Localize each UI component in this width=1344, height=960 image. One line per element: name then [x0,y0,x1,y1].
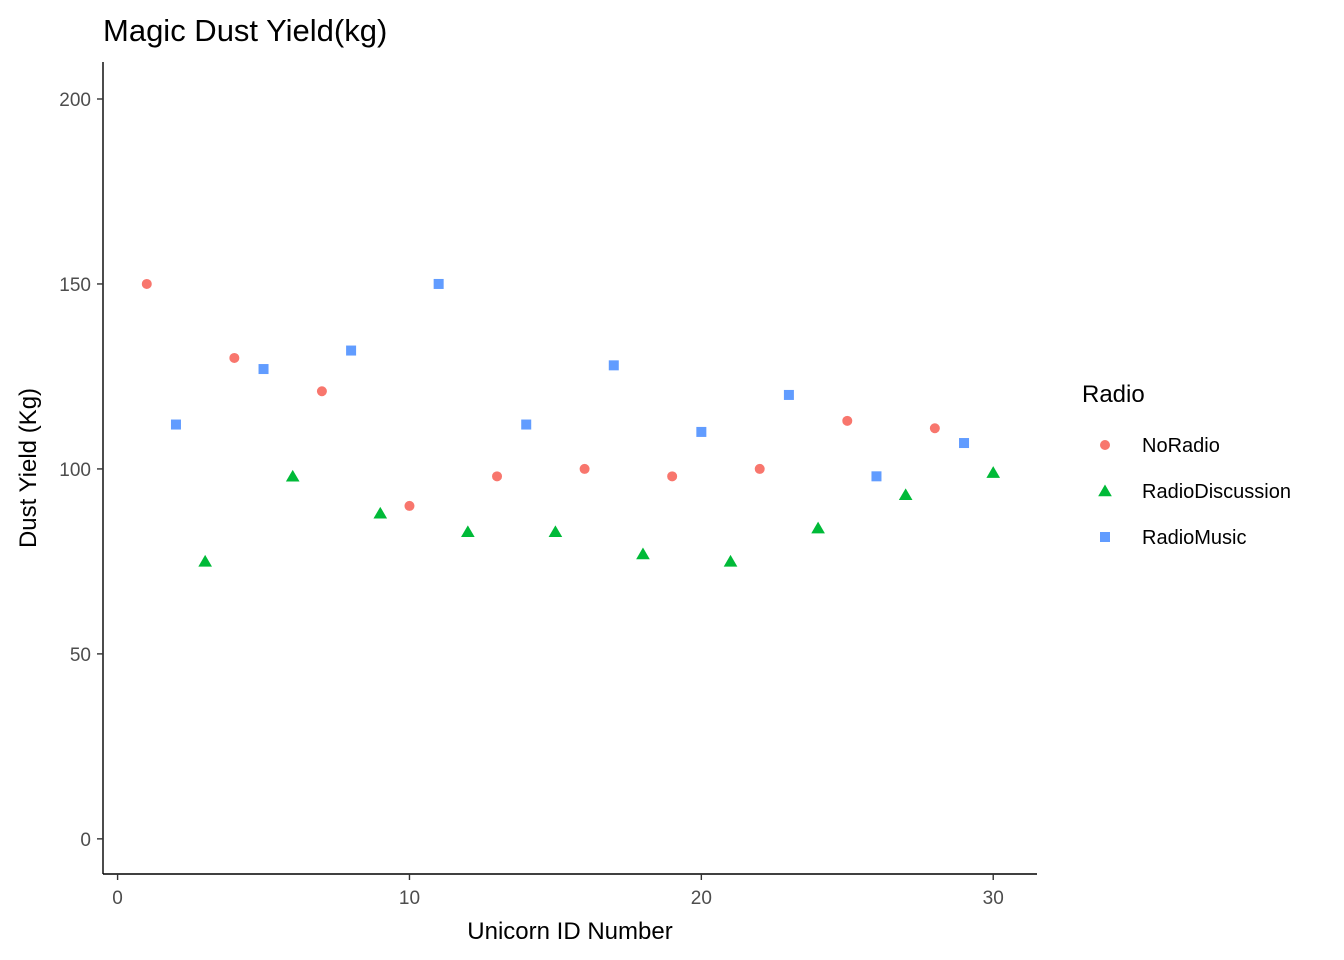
x-axis-title: Unicorn ID Number [467,918,672,945]
point-radiodiscussion [548,525,563,538]
legend-key-noradio [1100,440,1110,450]
y-tick-label: 200 [59,90,91,111]
point-radiomusic [696,426,707,437]
legend-title: Radio [1082,381,1145,408]
point-noradio [579,463,590,474]
y-tick-label: 100 [59,460,91,481]
legend-label-radiomusic: RadioMusic [1142,527,1246,549]
point-noradio [754,463,765,474]
legend-label-radiodiscussion: RadioDiscussion [1142,481,1291,503]
point-radiodiscussion [198,554,212,567]
point-radiodiscussion [285,469,300,482]
point-noradio [141,278,152,289]
y-tick-label: 150 [59,275,91,296]
point-radiomusic [959,438,970,449]
y-axis-title: Dust Yield (Kg) [15,388,42,548]
chart-title: Magic Dust Yield(kg) [103,13,387,48]
point-radiodiscussion [373,506,388,519]
point-radiodiscussion [636,547,650,560]
y-tick-label: 0 [80,830,91,851]
point-radiodiscussion [811,521,825,534]
point-radiodiscussion [461,525,475,538]
point-radiomusic [521,419,532,430]
point-noradio [929,423,940,434]
point-radiomusic [871,471,882,482]
point-noradio [229,352,240,363]
point-radiomusic [170,419,181,430]
legend-key-radiomusic [1100,532,1110,542]
legend-label-noradio: NoRadio [1142,435,1220,457]
x-tick-label: 20 [691,888,712,909]
point-radiomusic [433,278,444,289]
x-tick-label: 30 [983,888,1004,909]
point-noradio [492,471,503,482]
point-noradio [404,500,415,511]
point-radiomusic [346,345,357,356]
plot-area: 0 50 100 150 200 0 10 20 30 [59,62,1037,909]
point-radiodiscussion [898,488,913,501]
legend: Radio NoRadio RadioDiscussion RadioMusic [1082,381,1291,549]
point-radiomusic [608,360,619,371]
y-tick-label: 50 [70,645,91,666]
point-noradio [842,415,853,426]
point-radiodiscussion [723,554,738,567]
legend-key-radiodiscussion [1098,484,1112,497]
x-tick-label: 10 [399,888,420,909]
point-noradio [316,386,327,397]
point-radiomusic [258,364,269,375]
point-radiodiscussion [986,466,1001,478]
x-tick-label: 0 [112,888,123,909]
point-radiomusic [783,389,794,400]
point-noradio [667,471,678,482]
